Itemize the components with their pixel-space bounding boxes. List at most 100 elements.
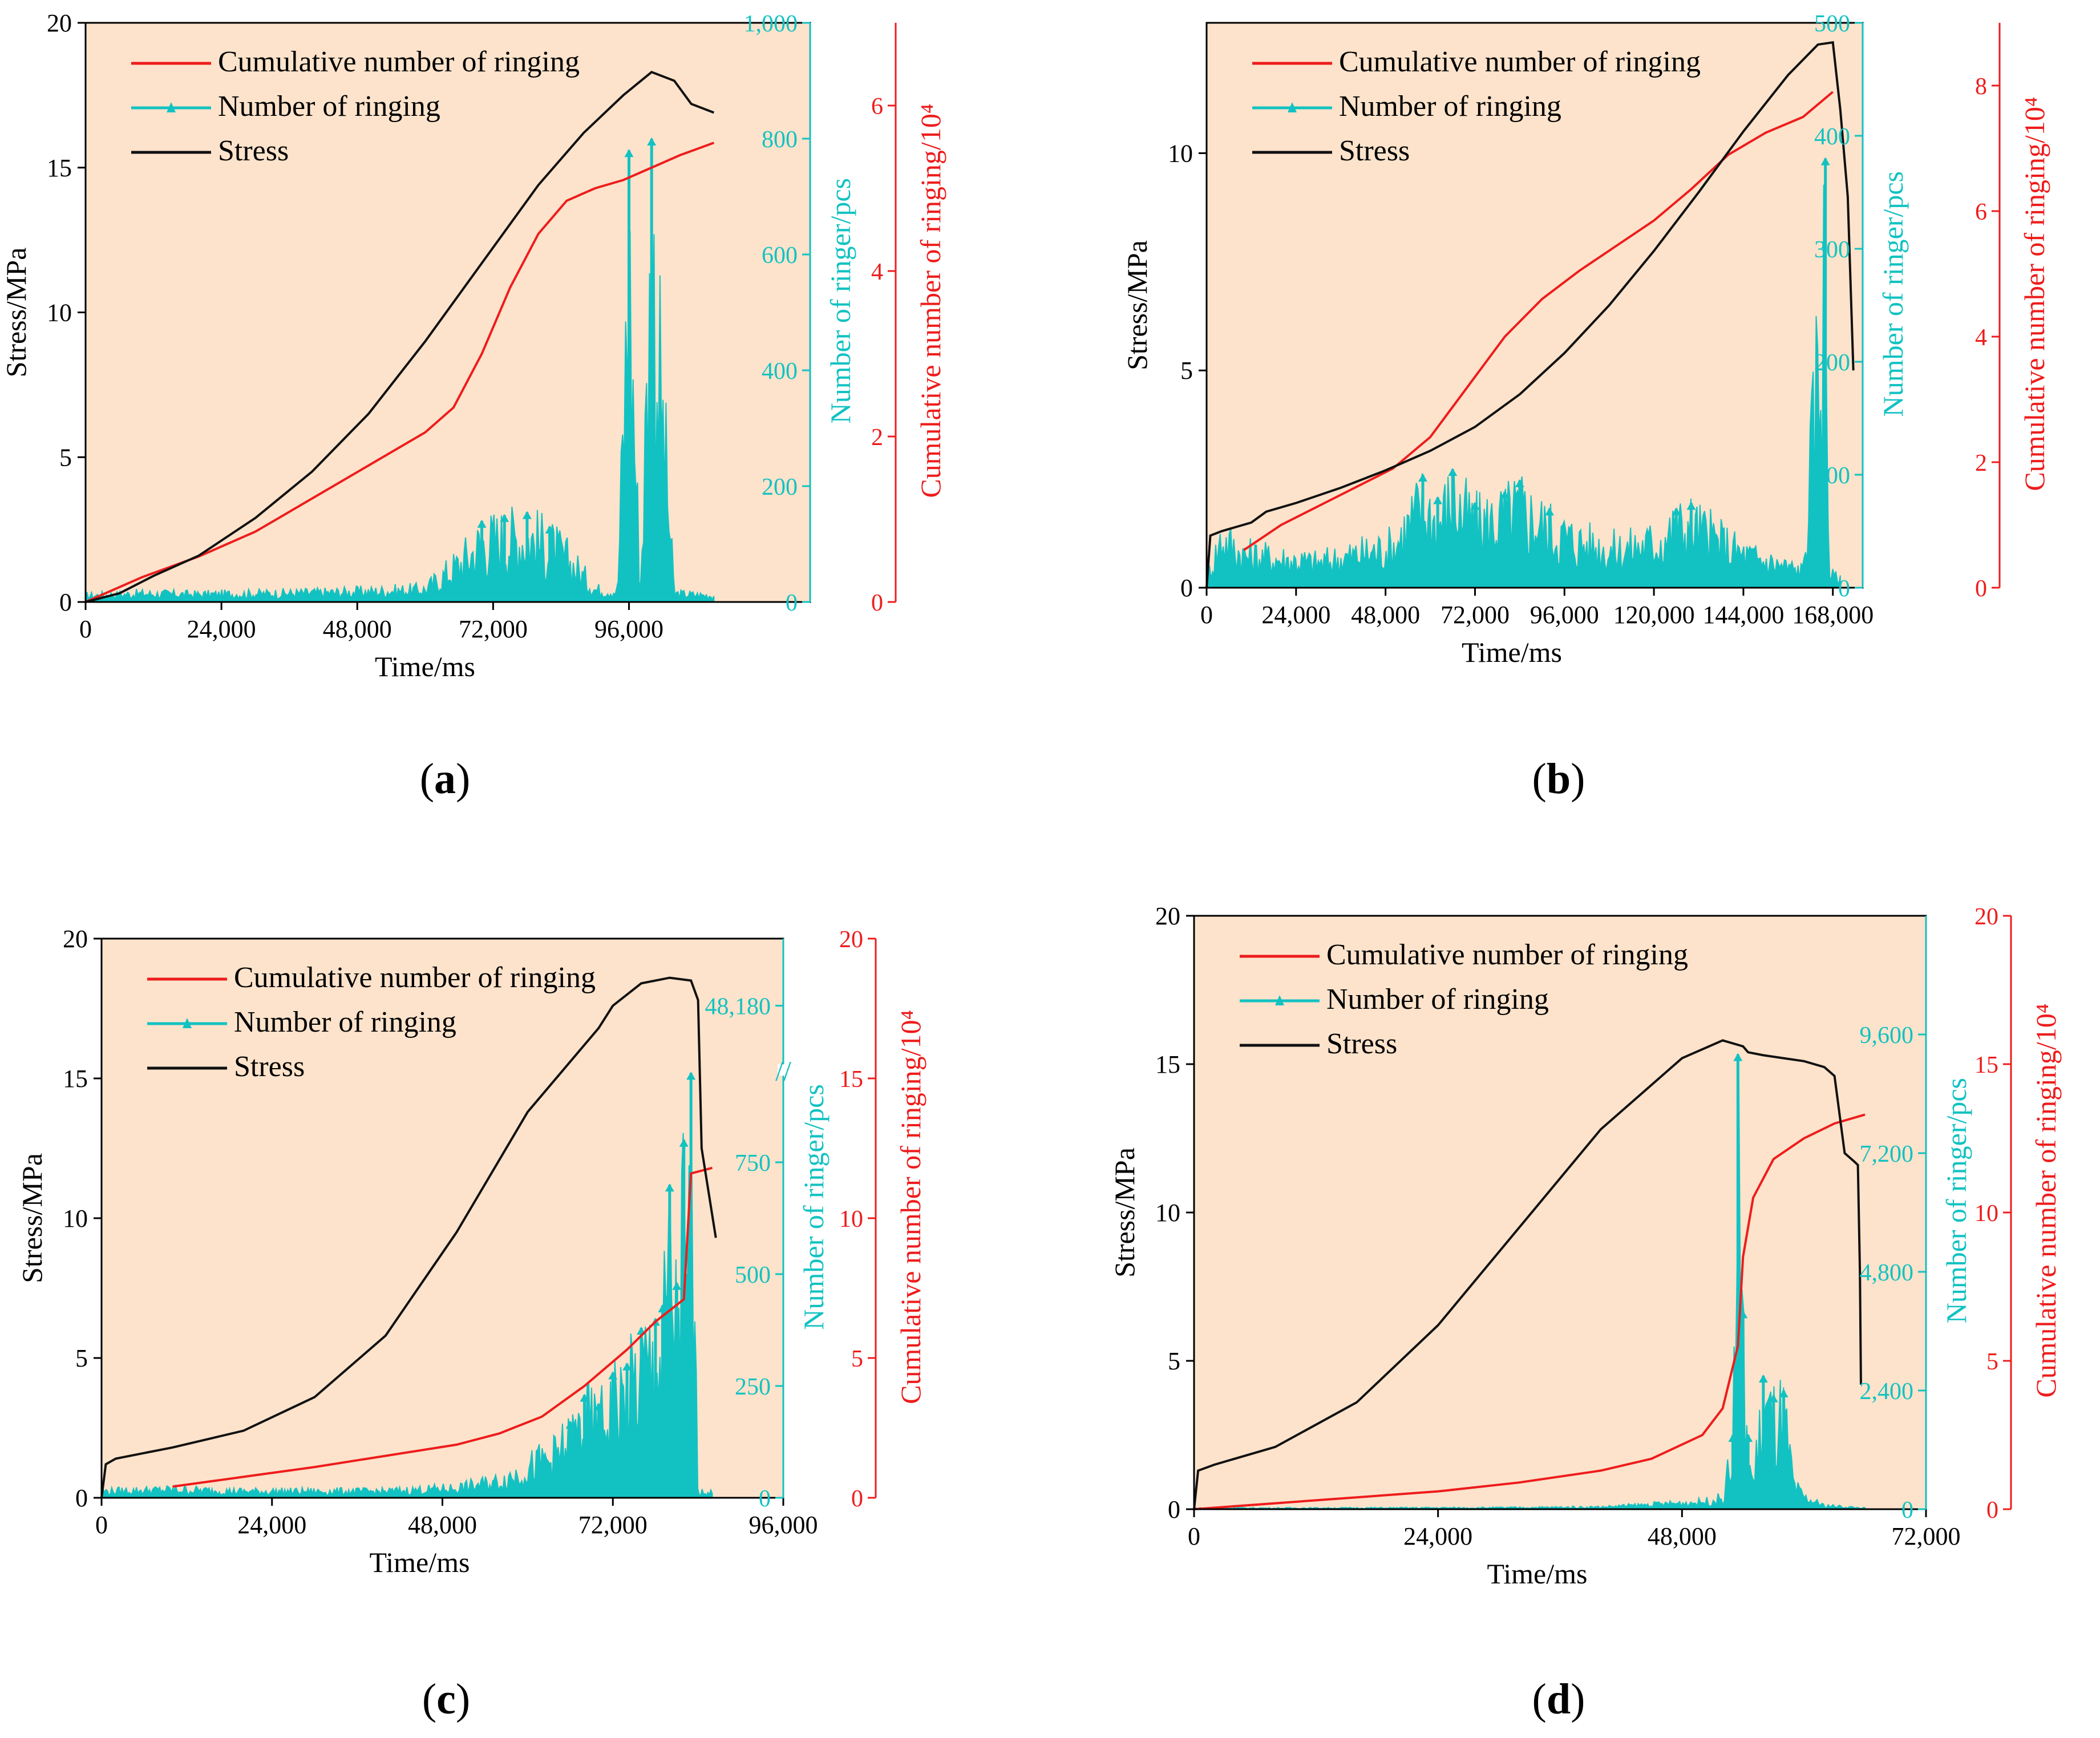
y-tick-label-4: 20 (1155, 902, 1180, 930)
y2-axis-break-mark: // (775, 1054, 791, 1086)
ringing-spike-marker-1 (1733, 1053, 1743, 1061)
y3-tick-label-2: 10 (1974, 1201, 1998, 1227)
legend-marker-1 (1288, 102, 1297, 112)
y3-tick-label-0: 0 (1986, 1497, 1998, 1523)
y3-tick-label-2: 4 (1975, 325, 1987, 351)
y3-tick-label-4: 20 (839, 927, 863, 953)
ringing-spike-marker-4 (622, 1362, 632, 1371)
x-tick-label-4: 96,000 (594, 615, 663, 643)
cumulative-series-line (85, 142, 715, 603)
legend-label-2: Stress (1326, 1028, 1397, 1060)
x-tick-label-3: 72,000 (578, 1511, 648, 1539)
x-tick-label-3: 72,000 (459, 615, 528, 643)
ringing-spike-marker-9 (672, 1282, 682, 1290)
y3-tick-label-0: 0 (851, 1486, 863, 1512)
legend-label-0: Cumulative number of ringing (218, 46, 580, 78)
y-tick-label-1: 5 (75, 1344, 88, 1372)
ringing-spike-marker-2 (522, 511, 532, 519)
ringing-spike-marker-6 (1545, 507, 1555, 516)
cumulative-series-line (1243, 91, 1834, 551)
ringing-spike-marker-6 (1779, 1389, 1789, 1397)
legend-marker-1 (1275, 995, 1284, 1005)
y2-tick-label-1: 2,400 (1860, 1379, 1914, 1405)
x-axis-label: Time/ms (369, 1546, 470, 1578)
ringing-spike-marker-4 (1500, 490, 1510, 499)
ringing-spike-marker-4 (1758, 1375, 1768, 1383)
y-tick-label-1: 5 (1180, 357, 1193, 385)
cumulative-series-line (1193, 1113, 1866, 1510)
x-tick-label-0: 0 (1200, 601, 1213, 629)
legend-label-2: Stress (234, 1050, 305, 1083)
ringing-spike-marker-5 (1515, 479, 1524, 487)
ringing-spike-marker-2 (1448, 468, 1458, 476)
y2-tick-label-3: 300 (1814, 237, 1850, 263)
y-axis-label: Stress/MPa (16, 1153, 48, 1283)
x-tick-label-4: 96,000 (749, 1511, 818, 1539)
x-tick-label-4: 96,000 (1530, 601, 1599, 629)
ringing-spike-marker-4 (624, 149, 634, 157)
ringing-spike-marker-10 (679, 1138, 689, 1147)
y3-axis-label: Cumulative number of ringing/10⁴ (2018, 97, 2050, 491)
y2-tick-label-1: 100 (1814, 463, 1850, 489)
legend-label-0: Cumulative number of ringing (1326, 939, 1688, 971)
ringing-series-area (1206, 184, 1841, 588)
y-tick-label-2: 10 (1155, 1199, 1180, 1227)
legend-label-2: Stress (218, 135, 289, 167)
panel-d-chart: 0 24,000 48,000 72,000 Time/ms 0 5 10 15 20 Stress… (1108, 902, 2062, 1590)
y2-tick-label-4: 400 (1814, 124, 1850, 150)
ringing-spike-marker-0 (565, 1420, 575, 1429)
caption-b: (b) (1532, 755, 1585, 803)
legend-label-2: Stress (1339, 135, 1410, 167)
y-tick-label-3: 15 (63, 1065, 88, 1093)
legend-label-1: Number of ringing (234, 1006, 456, 1038)
y-tick-label-4: 20 (63, 925, 88, 953)
x-tick-label-2: 48,000 (1648, 1522, 1717, 1550)
x-axis-label: Time/ms (1462, 636, 1562, 668)
y2-tick-label-2: 200 (1814, 350, 1850, 376)
x-tick-label-0: 0 (95, 1511, 108, 1539)
y2-tick-label-4: 48,180 (705, 994, 771, 1020)
ringing-series-area (1193, 1078, 1866, 1510)
y2-tick-label-2: 400 (762, 358, 798, 385)
cumulative-series-line (172, 1166, 713, 1488)
caption-b-letter: b (1546, 755, 1571, 803)
y-tick-label-0: 0 (1180, 574, 1193, 602)
y2-tick-label-1: 200 (762, 474, 798, 500)
caption-c: (c) (422, 1675, 471, 1723)
ringing-spike-marker-7 (1672, 507, 1681, 516)
y2-tick-label-3: 750 (735, 1150, 771, 1177)
panel-c-chart: 0 24,000 48,000 72,000 96,000 Time/ms 0 5 10 15 20… (16, 925, 926, 1578)
y3-tick-label-3: 6 (871, 94, 883, 120)
x-tick-label-1: 24,000 (1403, 1522, 1472, 1550)
ringing-spike-marker-8 (1686, 502, 1696, 510)
y2-tick-label-2: 4,800 (1860, 1260, 1914, 1286)
y3-tick-label-1: 5 (1986, 1349, 1998, 1375)
y-tick-label-3: 15 (1155, 1050, 1180, 1078)
y-axis-label: Stress/MPa (0, 248, 32, 378)
y-tick-label-2: 10 (63, 1205, 88, 1232)
y3-axis-label: Cumulative number of ringing/10⁴ (915, 104, 946, 498)
y3-axis-label: Cumulative number of ringing/10⁴ (895, 1010, 926, 1404)
y-tick-label-2: 10 (47, 299, 72, 327)
y2-tick-label-1: 250 (735, 1374, 771, 1400)
x-tick-label-7: 168,000 (1792, 601, 1874, 629)
panel-b-chart: 0 24,000 48,000 72,000 96,000 120,000 144,000 1… (1121, 11, 2050, 668)
x-tick-label-6: 144,000 (1702, 601, 1784, 629)
y2-axis-label: Number of ringer/pcs (798, 1084, 830, 1329)
y-tick-label-1: 5 (59, 443, 72, 471)
y2-tick-label-4: 9,600 (1860, 1022, 1914, 1049)
x-tick-label-0: 0 (79, 615, 92, 643)
legend-label-1: Number of ringing (1339, 90, 1561, 123)
y3-axis-label: Cumulative number of ringing/10⁴ (2030, 1004, 2062, 1398)
y-axis-label: Stress/MPa (1121, 240, 1153, 370)
legend-label-0: Cumulative number of ringing (1339, 46, 1701, 78)
ringing-spike-marker-7 (658, 1304, 667, 1312)
x-tick-label-3: 72,000 (1892, 1522, 1961, 1550)
y2-tick-label-0: 0 (1901, 1497, 1913, 1523)
x-tick-label-0: 0 (1188, 1522, 1200, 1550)
y3-tick-label-1: 5 (851, 1346, 863, 1372)
caption-c-letter: c (436, 1675, 456, 1723)
ringing-spike-marker-5 (647, 138, 657, 145)
ringing-spike-marker-8 (665, 1183, 674, 1192)
